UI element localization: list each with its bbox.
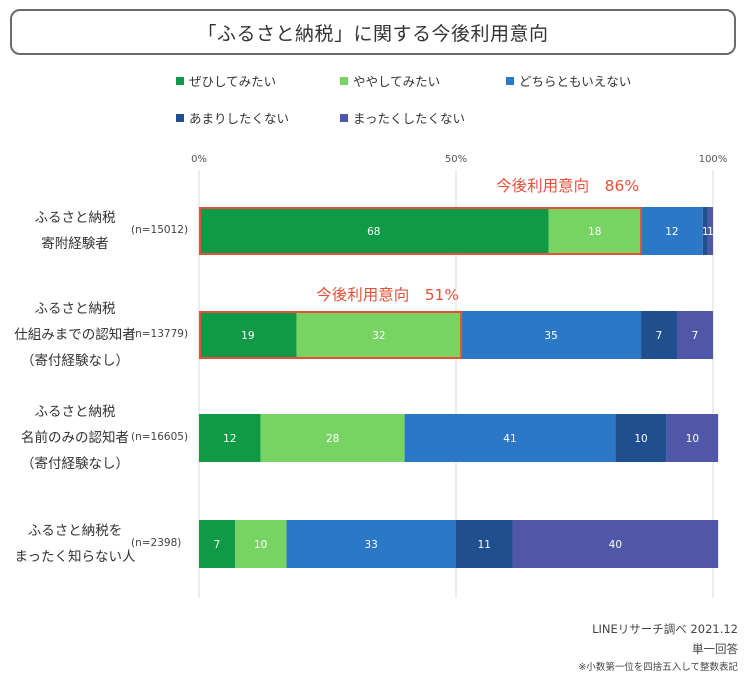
bar-value-label: 32 bbox=[372, 330, 385, 342]
bar-segment bbox=[666, 414, 719, 462]
chart-title: 「ふるさと納税」に関する今後利用意向 bbox=[197, 22, 549, 45]
rounding-note: ※小数第一位を四捨五入して整数表記 bbox=[578, 662, 738, 673]
legend-label: ぜひしてみたい bbox=[189, 74, 277, 89]
row-sample-size: (n=13779) bbox=[131, 328, 189, 340]
x-tick-label: 50% bbox=[444, 154, 468, 165]
row-label-line: ふるさと納税 bbox=[34, 301, 116, 317]
bar-segment bbox=[641, 207, 703, 255]
bar-value-label: 18 bbox=[588, 226, 601, 238]
bar-value-label: 41 bbox=[503, 433, 516, 445]
bar-value-label: 68 bbox=[367, 226, 380, 238]
intent-annotation: 今後利用意向 51% bbox=[316, 286, 460, 304]
bar-segment bbox=[456, 520, 513, 568]
bar-value-label: 1 bbox=[702, 226, 709, 238]
bar-segment bbox=[702, 207, 708, 255]
source-credit: LINEリサーチ調べ 2021.12 bbox=[592, 622, 738, 636]
bar-segment bbox=[199, 311, 297, 359]
bar-segment bbox=[296, 311, 462, 359]
legend-swatch bbox=[176, 76, 184, 85]
bar-value-label: 7 bbox=[656, 330, 663, 342]
bar-segment bbox=[234, 520, 287, 568]
bar-segment bbox=[404, 414, 616, 462]
row-label-line: ふるさと納税を bbox=[27, 523, 123, 539]
legend-label: まったくしたくない bbox=[353, 111, 466, 126]
bar-value-label: 1 bbox=[707, 226, 714, 238]
row-label: ふるさと納税 寄附経験者 bbox=[0, 205, 150, 257]
legend-item: ややしてみたい bbox=[340, 71, 440, 90]
row-sample-size: (n=16605) bbox=[131, 431, 189, 443]
bar-segment bbox=[199, 207, 549, 255]
legend-item: あまりしたくない bbox=[176, 108, 289, 127]
row-label: ふるさと納税仕組みまでの認知者 （寄付経験なし） bbox=[0, 296, 150, 374]
row-label-line: ふるさと納税 bbox=[34, 404, 116, 420]
row-label-line: まったく知らない人 bbox=[14, 549, 136, 565]
bar-segment bbox=[512, 520, 719, 568]
legend-item: どちらともいえない bbox=[506, 71, 631, 90]
legend-item: まったくしたくない bbox=[340, 108, 465, 127]
row-label-line: （寄付経験なし） bbox=[21, 456, 129, 472]
bar-value-label: 12 bbox=[665, 226, 678, 238]
legend-swatch bbox=[340, 113, 348, 122]
bar-value-label: 7 bbox=[692, 330, 699, 342]
row-label-line: 仕組みまでの認知者 bbox=[14, 327, 136, 343]
bar-value-label: 28 bbox=[326, 433, 339, 445]
row-sample-size: (n=2398) bbox=[131, 537, 182, 549]
legend-swatch bbox=[340, 76, 348, 85]
bar-value-label: 10 bbox=[634, 433, 647, 445]
row-label: ふるさと納税を まったく知らない人 bbox=[0, 518, 150, 570]
bar-segment bbox=[199, 520, 235, 568]
bar-value-label: 11 bbox=[478, 539, 491, 551]
row-label-line: （寄付経験なし） bbox=[21, 353, 129, 369]
highlight-box bbox=[199, 311, 463, 359]
bar-segment bbox=[548, 207, 642, 255]
legend-label: あまりしたくない bbox=[189, 111, 290, 126]
row-label-line: 名前のみの認知者 bbox=[21, 430, 129, 446]
legend-label: どちらともいえない bbox=[519, 74, 632, 89]
bar-segment bbox=[461, 311, 642, 359]
legend-label: ややしてみたい bbox=[353, 74, 441, 89]
chart-title-box: 「ふるさと納税」に関する今後利用意向 bbox=[10, 9, 736, 55]
x-tick-label: 100% bbox=[698, 154, 728, 165]
bar-segment bbox=[707, 207, 713, 255]
bar-segment bbox=[615, 414, 667, 462]
bar-value-label: 40 bbox=[609, 539, 622, 551]
x-tick-label: 0% bbox=[191, 154, 207, 165]
intent-annotation: 今後利用意向 86% bbox=[496, 177, 640, 195]
row-label: ふるさと納税 名前のみの認知者 （寄付経験なし） bbox=[0, 399, 150, 477]
legend-swatch bbox=[506, 76, 514, 85]
highlight-box bbox=[199, 207, 643, 255]
bar-value-label: 10 bbox=[686, 433, 699, 445]
bar-value-label: 33 bbox=[365, 539, 378, 551]
row-sample-size: (n=15012) bbox=[131, 224, 189, 236]
bar-value-label: 7 bbox=[214, 539, 221, 551]
bar-value-label: 19 bbox=[241, 330, 254, 342]
answer-type: 単一回答 bbox=[692, 642, 738, 656]
row-label-line: ふるさと納税 bbox=[34, 210, 116, 226]
bar-value-label: 12 bbox=[223, 433, 236, 445]
legend-item: ぜひしてみたい bbox=[176, 71, 276, 90]
bar-value-label: 35 bbox=[544, 330, 557, 342]
row-label-line: 寄附経験者 bbox=[41, 236, 109, 252]
bar-segment bbox=[260, 414, 405, 462]
legend-swatch bbox=[176, 113, 184, 122]
bar-segment bbox=[199, 414, 261, 462]
bar-segment bbox=[641, 311, 678, 359]
bar-segment bbox=[677, 311, 713, 359]
bar-segment bbox=[286, 520, 456, 568]
bar-value-label: 10 bbox=[254, 539, 267, 551]
